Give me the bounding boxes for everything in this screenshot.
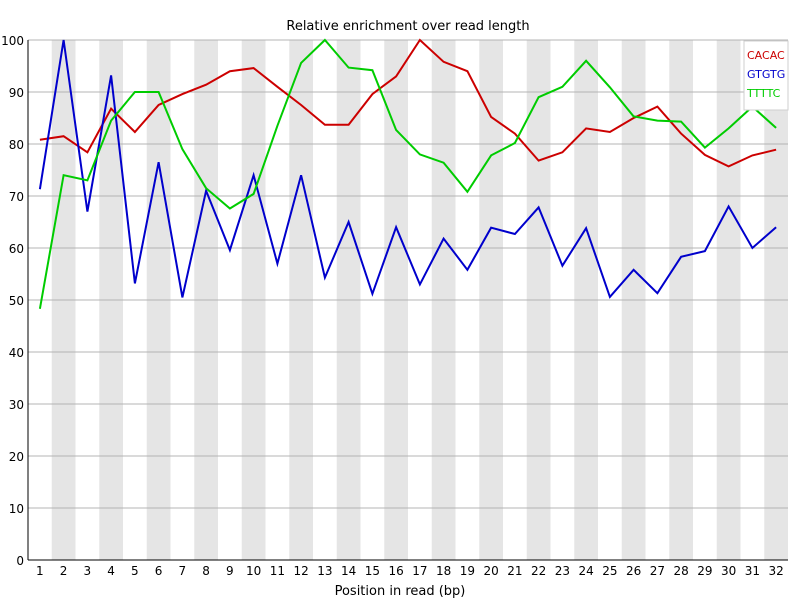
y-tick-label: 30: [9, 398, 24, 412]
y-tick-label: 70: [9, 190, 24, 204]
x-tick-label: 23: [555, 564, 570, 578]
x-tick-label: 22: [531, 564, 546, 578]
x-tick-label: 31: [745, 564, 760, 578]
legend-entry-ttttc: TTTTC: [746, 87, 781, 100]
y-tick-label: 50: [9, 294, 24, 308]
x-tick-label: 18: [436, 564, 451, 578]
x-tick-label: 8: [202, 564, 210, 578]
legend-entry-gtgtg: GTGTG: [747, 68, 785, 81]
x-tick-label: 26: [626, 564, 641, 578]
x-tick-label: 1: [36, 564, 44, 578]
y-tick-label: 90: [9, 86, 24, 100]
x-tick-label: 6: [155, 564, 163, 578]
x-tick-label: 28: [673, 564, 688, 578]
y-tick-label: 100: [1, 34, 24, 48]
x-tick-label: 25: [602, 564, 617, 578]
axes: [27, 40, 788, 561]
chart-title: Relative enrichment over read length: [286, 19, 529, 34]
x-tick-label: 16: [388, 564, 403, 578]
series-layer: [38, 38, 777, 309]
x-tick-label: 29: [697, 564, 712, 578]
x-tick-label: 20: [483, 564, 498, 578]
legend-entry-cacac: CACAC: [747, 49, 785, 62]
x-tick-label: 2: [60, 564, 68, 578]
x-tick-label: 7: [179, 564, 187, 578]
x-tick-label: 4: [107, 564, 115, 578]
x-tick-label: 14: [341, 564, 356, 578]
x-tick-label: 11: [270, 564, 285, 578]
legend-box: [743, 40, 789, 111]
legend: CACAC GTGTG TTTTC: [743, 40, 789, 111]
x-tick-label: 17: [412, 564, 427, 578]
x-tick-label: 15: [365, 564, 380, 578]
x-tick-label: 30: [721, 564, 736, 578]
series-line-gtgtg: [38, 39, 777, 299]
x-tick-label: 13: [317, 564, 332, 578]
y-tick-label: 40: [9, 346, 24, 360]
x-tick-label: 32: [768, 564, 783, 578]
y-tick-label: 0: [16, 554, 24, 568]
y-tick-label: 20: [9, 450, 24, 464]
x-tick-label: 12: [293, 564, 308, 578]
x-tick-label: 10: [246, 564, 261, 578]
x-tick-label: 24: [578, 564, 593, 578]
y-tick-label: 60: [9, 242, 24, 256]
x-tick-label: 19: [460, 564, 475, 578]
x-tick-label: 3: [84, 564, 92, 578]
x-tick-label: 21: [507, 564, 522, 578]
x-tick-label: 9: [226, 564, 234, 578]
y-tick-label: 10: [9, 502, 24, 516]
x-tick-label: 5: [131, 564, 139, 578]
y-tick-label: 80: [9, 138, 24, 152]
series-line-ttttc: [38, 38, 777, 309]
x-axis-label: Position in read (bp): [335, 584, 466, 599]
x-tick-label: 27: [650, 564, 665, 578]
